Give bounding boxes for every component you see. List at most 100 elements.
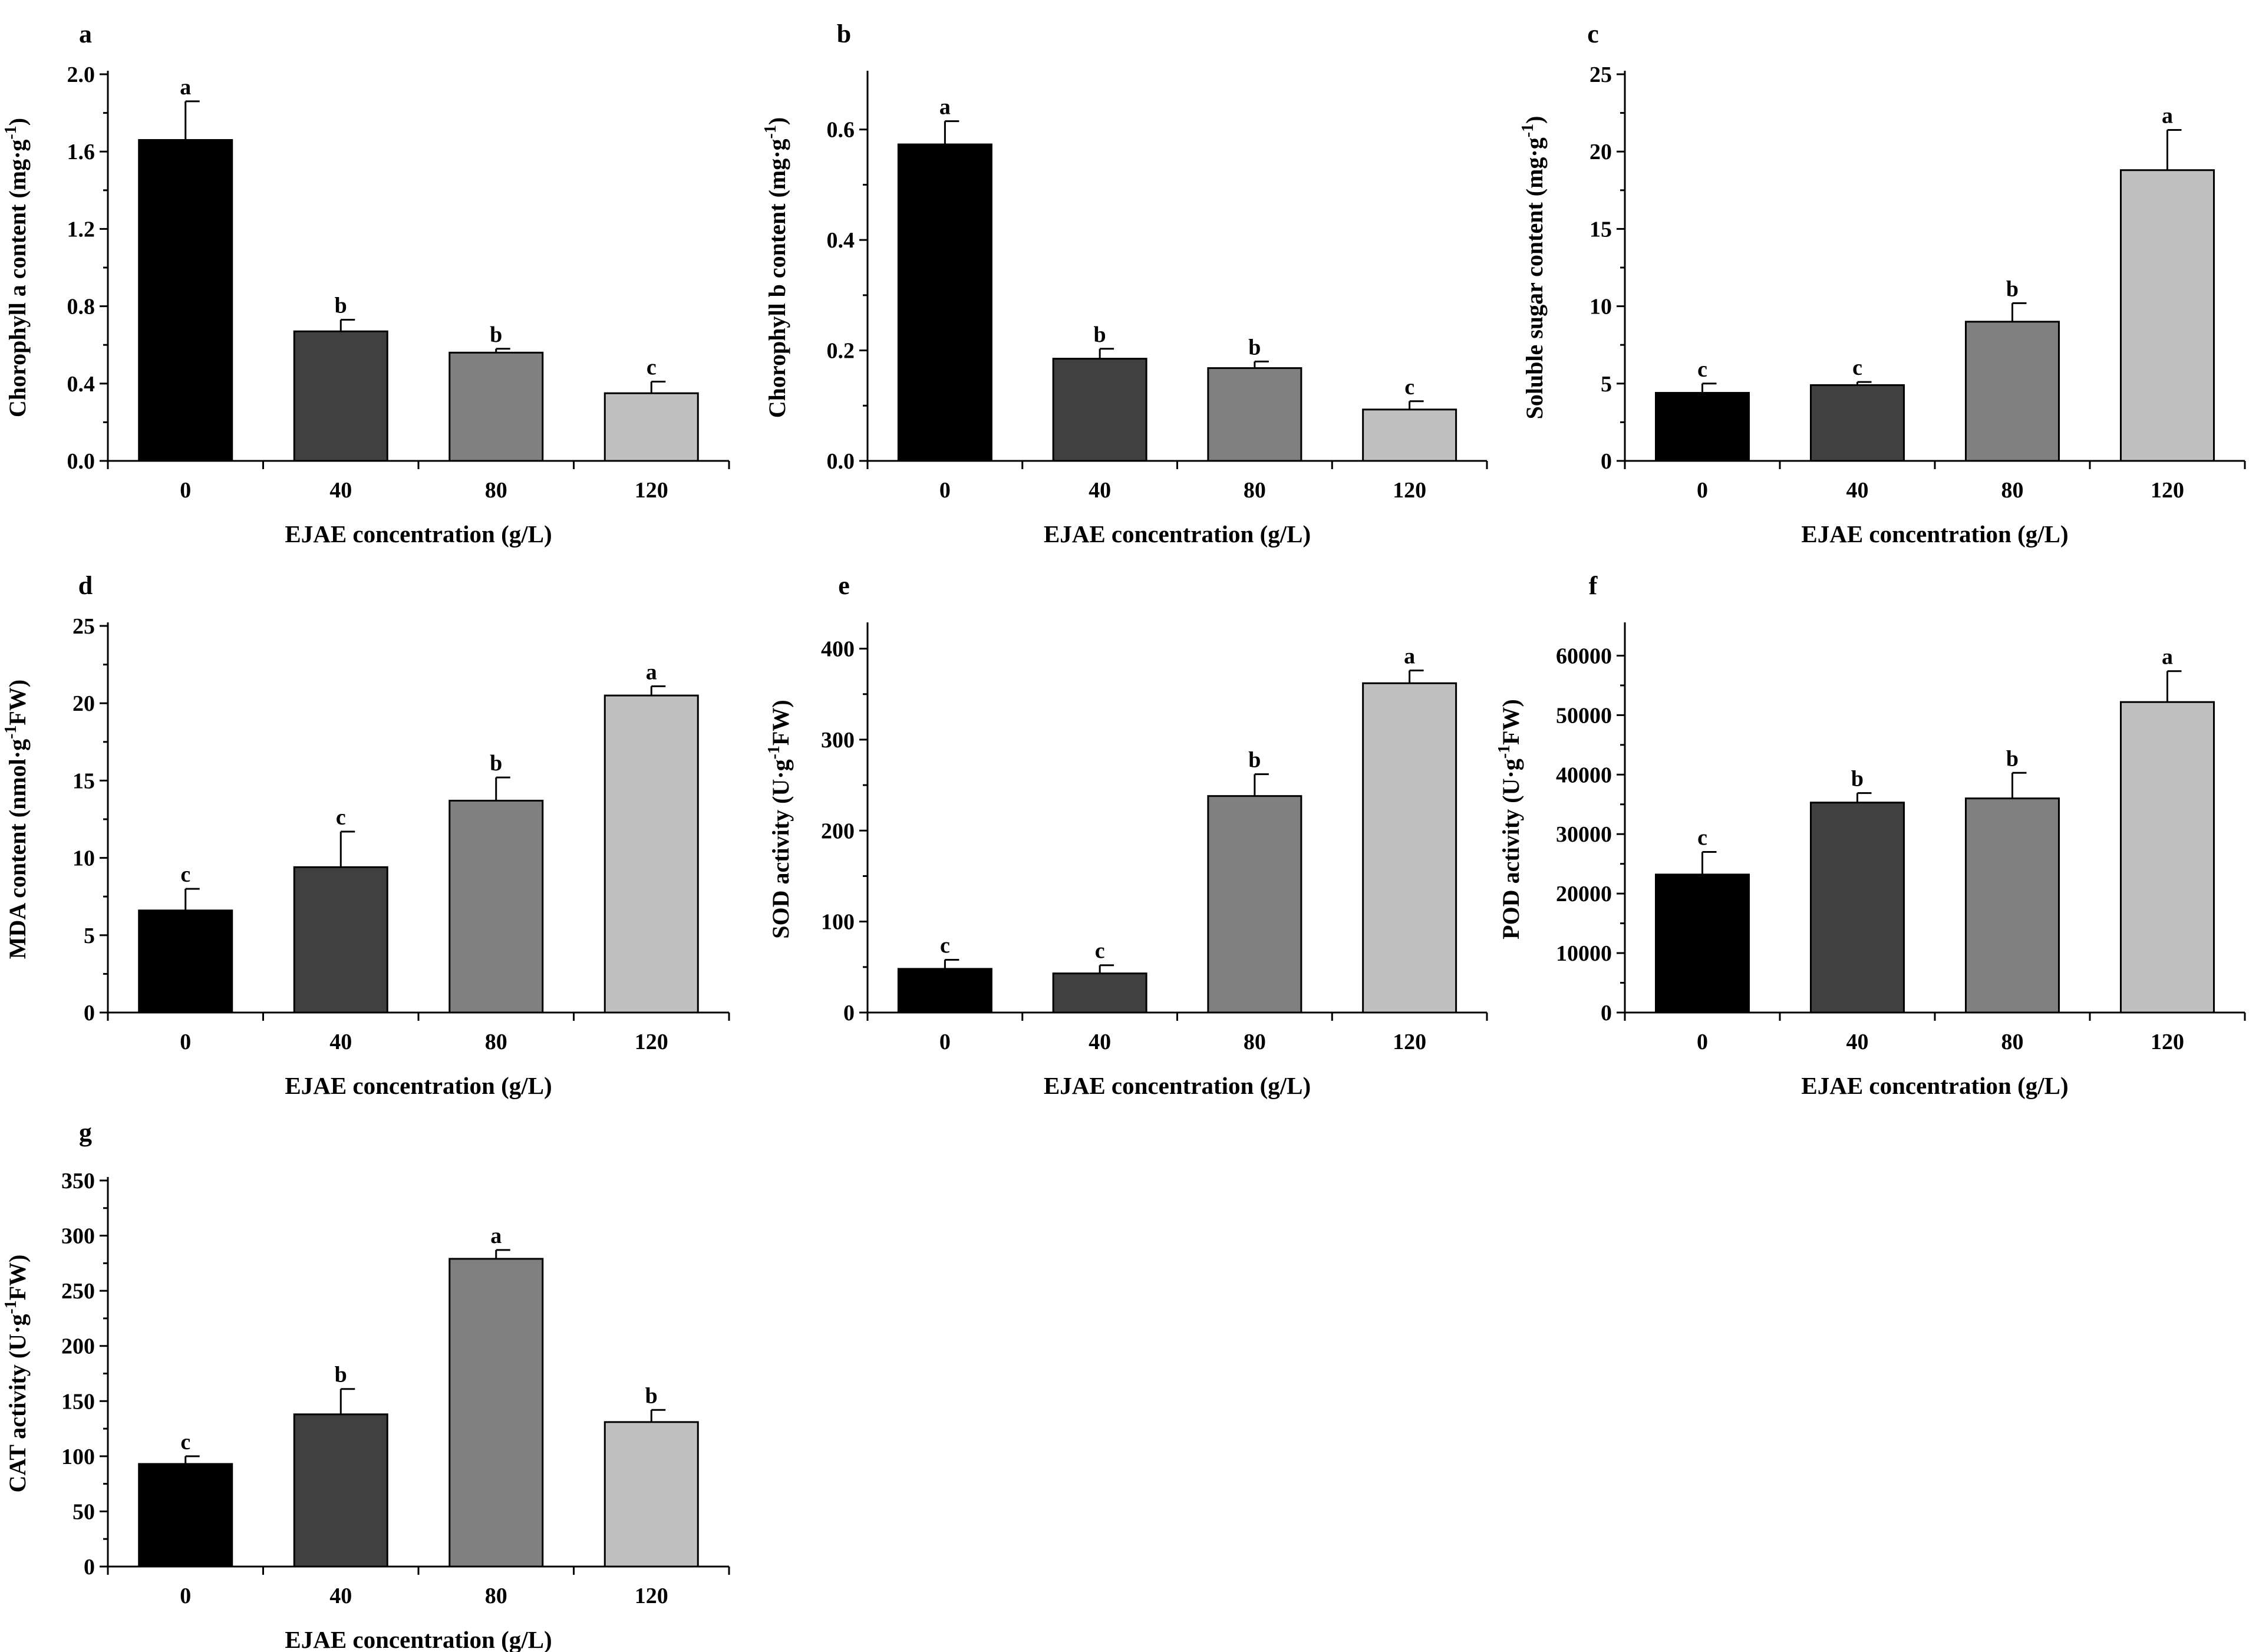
x-tick-label: 80	[2001, 1030, 2024, 1054]
y-tick-label: 0.0	[67, 449, 95, 474]
significance-letter: b	[1248, 748, 1261, 773]
bar-0	[1655, 392, 1750, 462]
y-tick-label: 0.2	[827, 339, 855, 364]
bar-120	[2120, 701, 2215, 1014]
y-tick-label: 20	[72, 691, 95, 716]
bar-80	[448, 1258, 544, 1568]
y-tick-label: 15	[72, 769, 95, 793]
y-tick-label: 0.4	[827, 228, 855, 253]
y-tick-label: 50000	[1556, 703, 1612, 728]
bar-40	[1810, 384, 1905, 462]
bar-120	[1362, 408, 1457, 462]
y-tick-label: 0.8	[67, 295, 95, 319]
bar-80	[1207, 795, 1302, 1014]
bar-120	[1362, 682, 1457, 1014]
x-tick-label: 120	[635, 1030, 668, 1054]
y-tick-label: 0	[843, 1001, 855, 1026]
significance-letter: b	[2006, 746, 2019, 771]
bar-0	[138, 909, 233, 1014]
significance-letter: c	[1697, 357, 1707, 382]
bar-80	[1207, 367, 1302, 462]
x-axis-title: EJAE concentration (g/L)	[1801, 520, 2068, 548]
y-tick-label: 0	[1601, 449, 1612, 474]
bar-40	[293, 866, 388, 1014]
x-tick-label: 40	[1089, 1030, 1111, 1054]
x-tick-label: 0	[180, 1030, 191, 1054]
y-tick-label: 10	[72, 846, 95, 871]
x-tick-label: 80	[485, 478, 507, 503]
panel-label: c	[1587, 19, 1599, 48]
significance-letter: c	[940, 933, 950, 958]
x-tick-label: 120	[635, 478, 668, 503]
panel-a: a a b b c 0.0 0.4 0.8 1.2 1.6 2.0 0 40 80 120 EJAE conc…	[2, 19, 730, 548]
y-tick-label: 0.4	[67, 372, 95, 397]
x-tick-label: 40	[329, 1584, 352, 1608]
bar-0	[1655, 873, 1750, 1014]
bar-120	[604, 694, 699, 1014]
x-axis-title: EJAE concentration (g/L)	[285, 1072, 552, 1099]
y-tick-label: 20	[1589, 140, 1612, 164]
y-tick-label: 20000	[1556, 882, 1612, 906]
y-tick-label: 60000	[1556, 644, 1612, 668]
x-tick-label: 80	[485, 1030, 507, 1054]
panel-label: e	[838, 571, 850, 600]
bar-0	[897, 968, 992, 1014]
y-tick-label: 2.0	[67, 62, 95, 87]
bar-40	[293, 1413, 388, 1568]
bar-120	[2120, 169, 2215, 462]
y-tick-label: 1.6	[67, 140, 95, 164]
y-tick-label: 1.2	[67, 217, 95, 242]
significance-letter: b	[490, 322, 502, 347]
y-axis-title: Chorophyll b content (mg·g-1)	[761, 117, 790, 418]
x-tick-label: 40	[1846, 478, 1869, 503]
significance-letter: b	[1851, 767, 1864, 792]
panel-label: b	[837, 19, 851, 48]
x-axis-title: EJAE concentration (g/L)	[1801, 1072, 2068, 1099]
x-tick-label: 40	[1846, 1030, 1869, 1054]
y-axis-title: SOD activity (U·g-1FW)	[765, 700, 794, 939]
panel-c: c c c b a 0 5 10 15 20 25 0 40 80 120 EJAE concentratio…	[1519, 19, 2246, 548]
significance-letter: c	[336, 805, 346, 830]
significance-letter: b	[490, 751, 502, 776]
x-axis-title: EJAE concentration (g/L)	[1044, 520, 1311, 548]
y-tick-label: 200	[821, 819, 855, 843]
panel-label: a	[79, 19, 92, 48]
bar-80	[448, 351, 544, 462]
bar-40	[1810, 802, 1905, 1014]
panel-d: d c c b a 0 5 10 15 20 25 0 40 80 120 EJAE concentratio…	[2, 571, 730, 1099]
x-tick-label: 120	[635, 1584, 668, 1608]
significance-letter: b	[645, 1383, 658, 1408]
y-tick-label: 50	[72, 1499, 95, 1524]
x-tick-label: 0	[180, 1584, 191, 1608]
y-tick-label: 10	[1589, 295, 1612, 319]
y-tick-label: 10000	[1556, 941, 1612, 966]
y-tick-label: 400	[821, 637, 855, 662]
x-tick-label: 80	[485, 1584, 507, 1608]
x-tick-label: 80	[1244, 1030, 1266, 1054]
x-axis-title: EJAE concentration (g/L)	[285, 520, 552, 548]
bar-0	[138, 1463, 233, 1568]
x-tick-label: 120	[2151, 478, 2184, 503]
significance-letter: c	[1852, 355, 1862, 380]
y-axis-title: MDA content (nmol·g-1FW)	[2, 680, 31, 959]
bar-40	[1052, 358, 1147, 462]
significance-letter: a	[939, 95, 951, 120]
y-tick-label: 0.0	[827, 449, 855, 474]
significance-letter: a	[1404, 644, 1415, 669]
x-tick-label: 80	[2001, 478, 2024, 503]
bar-80	[448, 800, 544, 1014]
x-tick-label: 0	[939, 1030, 951, 1054]
y-tick-label: 250	[61, 1279, 95, 1304]
x-tick-label: 120	[2151, 1030, 2184, 1054]
panel-e: e c c b a 0 100 200 300 400 0 40 80 120 EJAE concentra…	[765, 571, 1488, 1099]
significance-letter: b	[2006, 276, 2019, 301]
bar-0	[138, 139, 233, 462]
y-tick-label: 0.6	[827, 118, 855, 143]
bar-80	[1965, 321, 2060, 462]
panel-label: d	[78, 571, 93, 600]
y-tick-label: 150	[61, 1389, 95, 1414]
significance-letter: c	[180, 862, 190, 887]
x-axis-title: EJAE concentration (g/L)	[1044, 1072, 1311, 1099]
significance-letter: c	[1095, 939, 1105, 964]
